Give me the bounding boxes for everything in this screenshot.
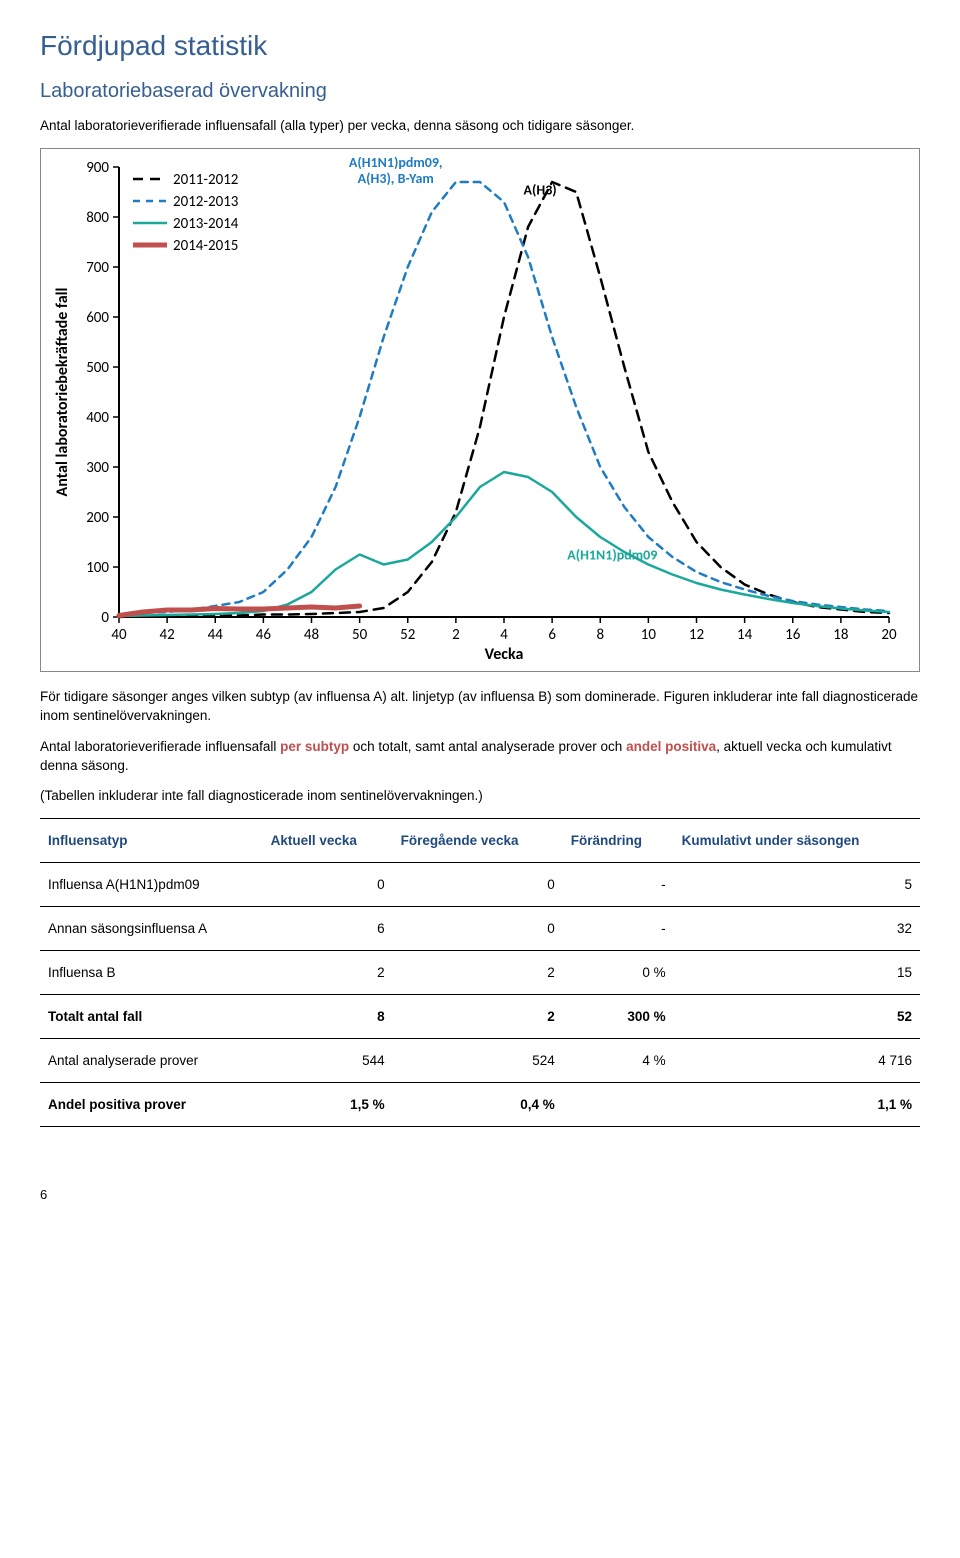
svg-text:40: 40	[111, 626, 127, 644]
table-header-row: Influensatyp Aktuell vecka Föregående ve…	[40, 819, 920, 863]
svg-text:300: 300	[86, 459, 109, 477]
table-cell: 1,1 %	[674, 1083, 920, 1127]
table-cell: 32	[674, 907, 920, 951]
svg-text:14: 14	[737, 626, 753, 644]
svg-text:A(H3): A(H3)	[524, 181, 557, 198]
svg-text:2012-2013: 2012-2013	[173, 193, 239, 211]
table-cell: -	[563, 907, 674, 951]
svg-text:48: 48	[304, 626, 319, 644]
svg-text:200: 200	[86, 509, 109, 527]
svg-text:Antal laboratoriebekräftade fa: Antal laboratoriebekräftade fall	[53, 287, 72, 496]
svg-text:600: 600	[86, 309, 109, 327]
svg-text:800: 800	[86, 209, 109, 227]
table-cell: 15	[674, 951, 920, 995]
table-cell: 52	[674, 995, 920, 1039]
table-cell: Influensa A(H1N1)pdm09	[40, 863, 263, 907]
table-cell: 300 %	[563, 995, 674, 1039]
page-number: 6	[40, 1187, 920, 1202]
svg-text:44: 44	[208, 626, 224, 644]
svg-text:900: 900	[86, 159, 109, 177]
svg-text:500: 500	[86, 359, 109, 377]
table-cell: Influensa B	[40, 951, 263, 995]
table-cell: 2	[393, 995, 563, 1039]
svg-text:10: 10	[641, 626, 657, 644]
table-cell: 4 716	[674, 1039, 920, 1083]
svg-text:A(H1N1)pdm09: A(H1N1)pdm09	[567, 546, 657, 563]
th-prev: Föregående vecka	[393, 819, 563, 863]
table-cell: 0	[393, 863, 563, 907]
highlight-red: andel positiva	[626, 739, 716, 754]
svg-text:700: 700	[86, 259, 109, 277]
svg-text:6: 6	[548, 626, 556, 644]
svg-text:400: 400	[86, 409, 109, 427]
table-cell: 4 %	[563, 1039, 674, 1083]
svg-text:2014-2015: 2014-2015	[173, 237, 238, 255]
table-row: Influensa A(H1N1)pdm0900-5	[40, 863, 920, 907]
table-cell: 6	[263, 907, 393, 951]
svg-text:0: 0	[101, 609, 109, 627]
page-title: Fördjupad statistik	[40, 30, 920, 62]
svg-text:2011-2012: 2011-2012	[173, 171, 238, 189]
svg-text:50: 50	[352, 626, 368, 644]
svg-text:2013-2014: 2013-2014	[173, 215, 239, 233]
caption-para: För tidigare säsonger anges vilken subty…	[40, 688, 920, 726]
th-type: Influensatyp	[40, 819, 263, 863]
table-row: Antal analyserade prover5445244 %4 716	[40, 1039, 920, 1083]
table-row: Andel positiva prover1,5 %0,4 % 1,1 %	[40, 1083, 920, 1127]
table-cell	[563, 1083, 674, 1127]
text: och totalt, samt antal analyserade prove…	[349, 739, 626, 754]
svg-text:2: 2	[452, 626, 460, 644]
svg-text:42: 42	[160, 626, 175, 644]
svg-text:46: 46	[256, 626, 272, 644]
svg-text:16: 16	[785, 626, 801, 644]
svg-text:Vecka: Vecka	[485, 645, 524, 664]
section-heading: Laboratoriebaserad övervakning	[40, 80, 920, 103]
table-cell: Annan säsongsinfluensa A	[40, 907, 263, 951]
table-cell: 2	[263, 951, 393, 995]
table-row: Annan säsongsinfluensa A60-32	[40, 907, 920, 951]
svg-text:100: 100	[86, 559, 109, 577]
th-delta: Förändring	[563, 819, 674, 863]
th-cur: Aktuell vecka	[263, 819, 393, 863]
svg-text:18: 18	[833, 626, 848, 644]
svg-text:A(H3), B-Yam: A(H3), B-Yam	[358, 170, 434, 187]
intro-para-1: Antal laboratorieverifierade influensafa…	[40, 117, 920, 136]
table-cell: Totalt antal fall	[40, 995, 263, 1039]
svg-text:12: 12	[689, 626, 704, 644]
table-row: Influensa B220 %15	[40, 951, 920, 995]
table-cell: 8	[263, 995, 393, 1039]
text: Antal laboratorieverifierade influensafa…	[40, 739, 280, 754]
chart-container: 0 100 200 300 400 500 600 700 800 900 Antal labora…	[40, 148, 920, 672]
table-cell: -	[563, 863, 674, 907]
table-cell: 0 %	[563, 951, 674, 995]
table-row: Totalt antal fall82300 %52	[40, 995, 920, 1039]
table-cell: 5	[674, 863, 920, 907]
table-cell: 1,5 %	[263, 1083, 393, 1127]
svg-text:4: 4	[500, 626, 508, 644]
table-cell: 544	[263, 1039, 393, 1083]
svg-text:A(H1N1)pdm09,: A(H1N1)pdm09,	[349, 157, 443, 171]
table-cell: 0	[393, 907, 563, 951]
table-cell: 0,4 %	[393, 1083, 563, 1127]
th-cum: Kumulativt under säsongen	[674, 819, 920, 863]
table-cell: 2	[393, 951, 563, 995]
table-note: (Tabellen inkluderar inte fall diagnosti…	[40, 787, 920, 806]
table-cell: Andel positiva prover	[40, 1083, 263, 1127]
table-cell: 524	[393, 1039, 563, 1083]
svg-text:20: 20	[881, 626, 897, 644]
stats-table: Influensatyp Aktuell vecka Föregående ve…	[40, 818, 920, 1127]
table-cell: Antal analyserade prover	[40, 1039, 263, 1083]
table-cell: 0	[263, 863, 393, 907]
svg-text:8: 8	[596, 626, 604, 644]
influenza-chart: 0 100 200 300 400 500 600 700 800 900 Antal labora…	[49, 157, 909, 667]
table-intro: Antal laboratorieverifierade influensafa…	[40, 738, 920, 776]
highlight-red: per subtyp	[280, 739, 349, 754]
svg-text:52: 52	[400, 626, 415, 644]
